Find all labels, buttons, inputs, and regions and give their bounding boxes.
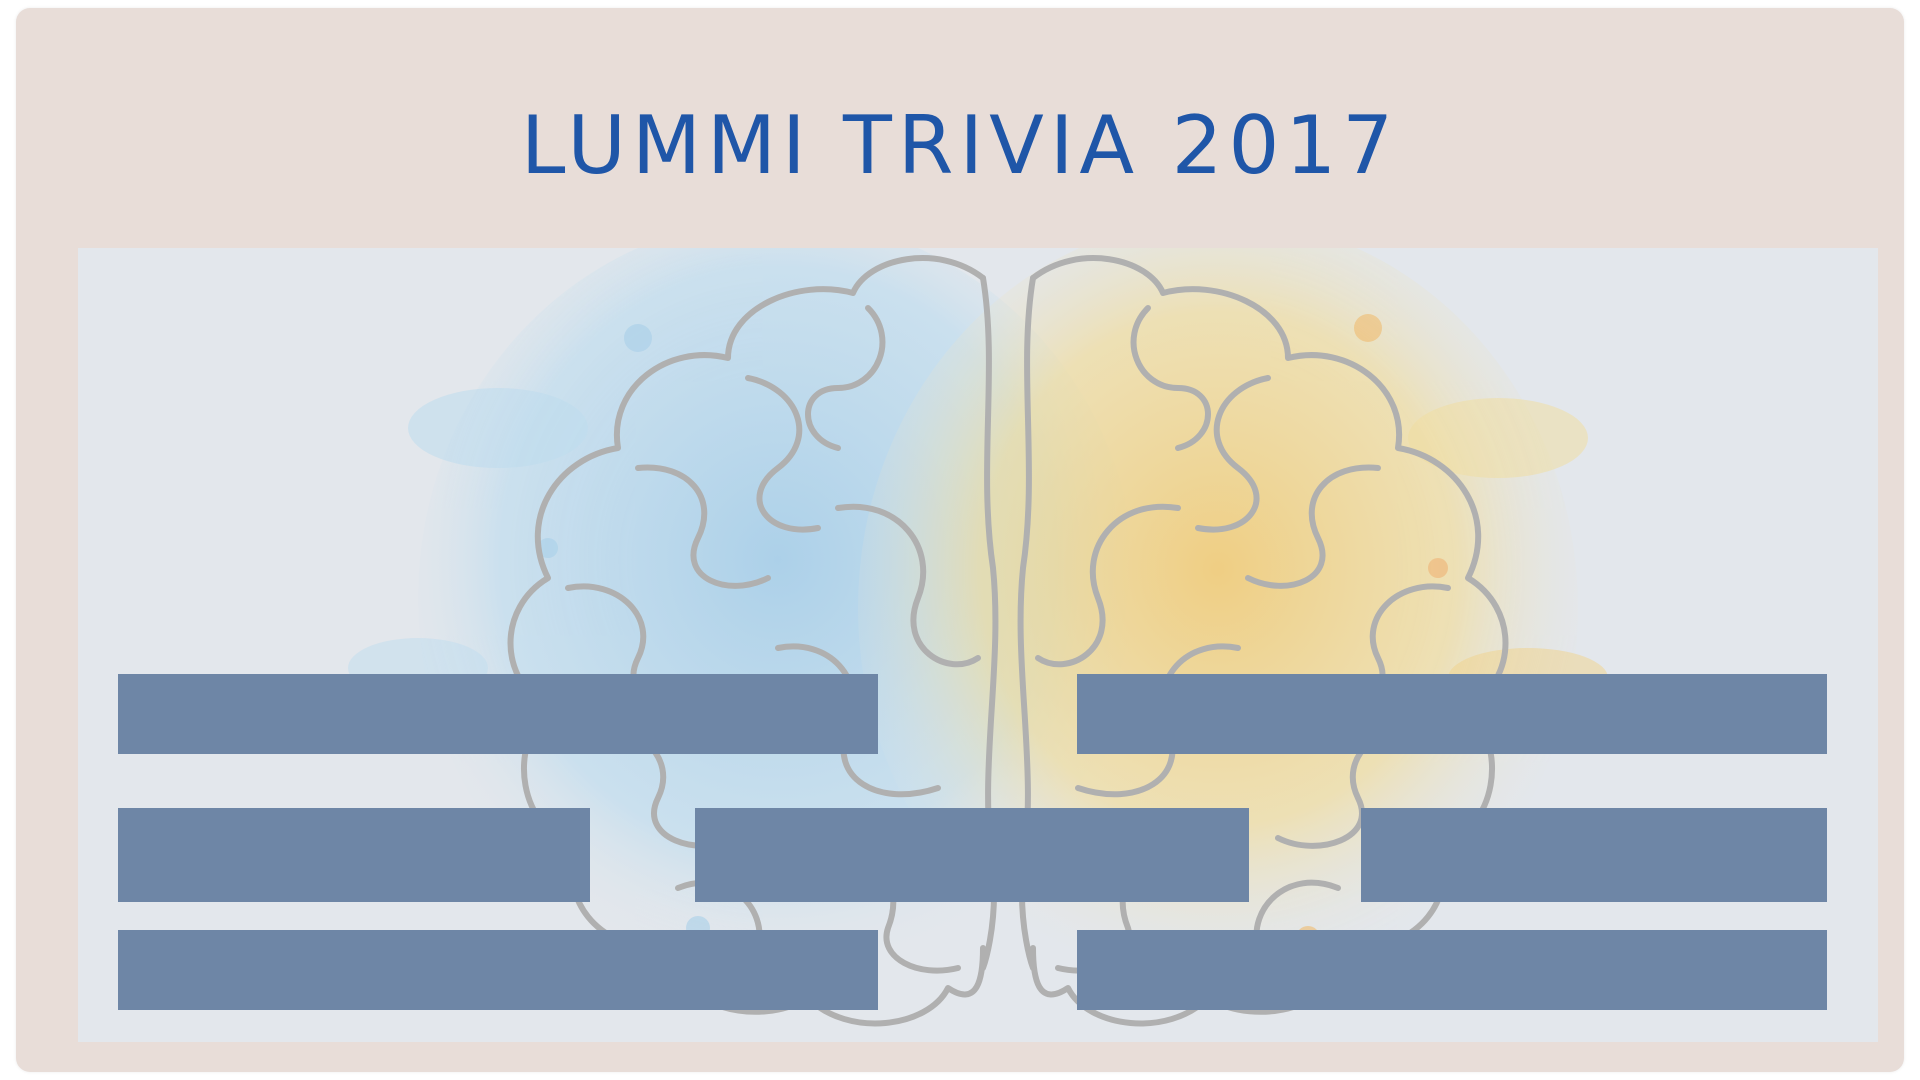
game-title: LUMMI TRIVIA 2017 <box>520 99 1400 192</box>
game-board <box>78 248 1878 1042</box>
answer-slot-6[interactable] <box>118 930 878 1010</box>
brain-icon <box>348 248 1608 1027</box>
trivia-card: LUMMI TRIVIA 2017 <box>16 8 1904 1072</box>
answer-slot-2[interactable] <box>1077 674 1827 754</box>
answer-slot-7[interactable] <box>1077 930 1827 1010</box>
answer-slot-3[interactable] <box>118 808 590 902</box>
answer-slot-1[interactable] <box>118 674 878 754</box>
answer-slot-4[interactable] <box>695 808 1249 902</box>
answer-slot-5[interactable] <box>1361 808 1827 902</box>
